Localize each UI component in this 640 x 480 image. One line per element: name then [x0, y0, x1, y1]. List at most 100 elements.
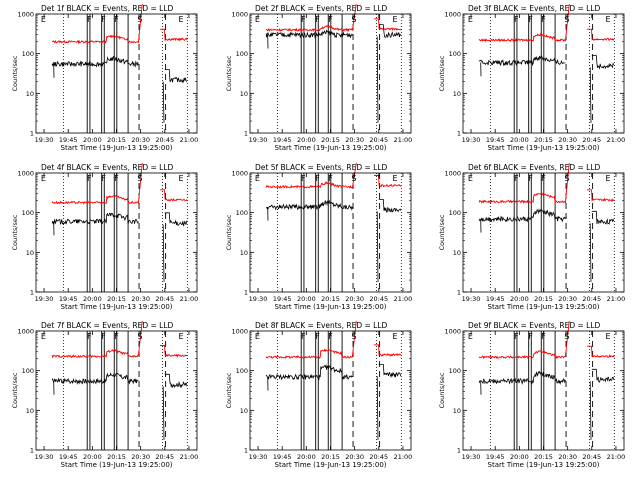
x-tick-label: 20:15 [534, 295, 553, 303]
interval-marker-f: F [101, 174, 106, 183]
interval-marker-f: F [541, 332, 546, 341]
y-tick-label: 1000 [231, 11, 248, 19]
x-tick-label: 20:15 [321, 136, 340, 144]
x-tick-label: 20:00 [83, 295, 102, 303]
y-tick-label: 10 [240, 407, 248, 415]
interval-marker-f: F [541, 174, 546, 183]
y-tick-label: 100 [22, 367, 34, 375]
y-tick-label: 1 [30, 130, 34, 138]
panel-title: Det 9f BLACK = Events, RED = LLD [468, 321, 601, 330]
x-tick-label: 20:00 [297, 136, 316, 144]
interval-marker-f: F [301, 15, 306, 24]
interval-marker-s: S [564, 174, 569, 183]
x-tick-label: 20:45 [369, 295, 388, 303]
y-tick-label: 10 [26, 90, 34, 98]
interval-marker-f: F [315, 174, 320, 183]
y-tick-label: 10 [453, 249, 461, 257]
x-tick-label: 19:45 [486, 295, 505, 303]
y-axis-label: Counts/sec [11, 372, 19, 408]
interval-marker-e: E [41, 332, 46, 341]
y-axis-label: Counts/sec [438, 214, 446, 250]
x-tick-label: 20:30 [131, 295, 150, 303]
y-tick-label: 1000 [231, 170, 248, 178]
y-tick-label: 1 [457, 130, 461, 138]
x-tick-label: 20:30 [131, 136, 150, 144]
x-tick-label: 19:30 [35, 295, 54, 303]
interval-marker-e: E [178, 332, 183, 341]
y-axis-label: Counts/sec [438, 55, 446, 91]
x-tick-label: 21:00 [607, 453, 626, 461]
lld-series-line [266, 3, 402, 33]
y-tick-label: 100 [22, 50, 34, 58]
x-axis-label: Start Time (19-Jun-13 19:25:00) [275, 303, 387, 311]
panel-title: Det 6f BLACK = Events, RED = LLD [468, 163, 601, 172]
interval-marker-f: F [114, 174, 119, 183]
interval-marker-s: S [564, 15, 569, 24]
x-tick-label: 20:15 [534, 136, 553, 144]
x-axis-label: Start Time (19-Jun-13 19:25:00) [488, 144, 600, 152]
panel-title: Det 8f BLACK = Events, RED = LLD [255, 321, 388, 330]
y-tick-label: 1 [30, 447, 34, 455]
events-series-line [478, 55, 615, 123]
y-tick-label: 10 [26, 407, 34, 415]
interval-marker-e: E [41, 15, 46, 24]
x-tick-label: 21:00 [180, 136, 199, 144]
y-tick-label: 100 [236, 50, 248, 58]
x-tick-label: 19:45 [273, 295, 292, 303]
x-axis-label: Start Time (19-Jun-13 19:25:00) [488, 461, 600, 469]
x-tick-label: 20:45 [582, 295, 601, 303]
interval-marker-s: S [351, 332, 356, 341]
interval-marker-f: F [87, 15, 92, 24]
interval-marker-e: E [392, 15, 397, 24]
events-series-line [265, 363, 402, 440]
x-axis-label: Start Time (19-Jun-13 19:25:00) [61, 461, 173, 469]
x-tick-label: 19:30 [462, 453, 481, 461]
lld-series-line [265, 320, 402, 360]
interval-marker-f: F [101, 332, 106, 341]
panel-title: Det 7f BLACK = Events, RED = LLD [41, 321, 174, 330]
y-tick-label: 1 [244, 289, 248, 297]
x-axis-label: Start Time (19-Jun-13 19:25:00) [488, 303, 600, 311]
y-axis-label: Counts/sec [11, 55, 19, 91]
x-tick-label: 20:45 [155, 295, 174, 303]
interval-marker-s: S [137, 15, 142, 24]
interval-marker-f: F [528, 174, 533, 183]
interval-marker-e: E [605, 332, 610, 341]
x-tick-label: 20:30 [558, 295, 577, 303]
x-tick-label: 19:30 [462, 136, 481, 144]
interval-marker-s: S [137, 174, 142, 183]
x-tick-label: 20:15 [107, 136, 126, 144]
y-axis-label: Counts/sec [11, 214, 19, 250]
interval-marker-f: F [528, 332, 533, 341]
x-tick-label: 21:00 [394, 295, 413, 303]
x-tick-label: 19:30 [249, 136, 268, 144]
interval-marker-f: F [514, 332, 519, 341]
interval-marker-f: F [528, 15, 533, 24]
events-series-line [265, 24, 402, 123]
x-tick-label: 19:45 [59, 295, 78, 303]
x-tick-label: 20:15 [107, 453, 126, 461]
y-tick-label: 1 [244, 447, 248, 455]
y-tick-label: 1000 [444, 170, 461, 178]
lld-series-line [478, 3, 615, 43]
panel-title: Det 3f BLACK = Events, RED = LLD [468, 4, 601, 13]
y-tick-label: 1000 [17, 11, 34, 19]
y-axis-label: Counts/sec [225, 55, 233, 91]
interval-marker-f: F [315, 332, 320, 341]
lld-series-line [51, 3, 188, 45]
interval-marker-f: F [301, 174, 306, 183]
x-tick-label: 20:00 [510, 136, 529, 144]
interval-marker-f: F [541, 15, 546, 24]
x-axis-label: Start Time (19-Jun-13 19:25:00) [61, 144, 173, 152]
x-tick-label: 19:45 [486, 453, 505, 461]
y-tick-label: 1 [457, 447, 461, 455]
x-tick-label: 20:15 [534, 453, 553, 461]
lld-series-line [478, 320, 615, 360]
